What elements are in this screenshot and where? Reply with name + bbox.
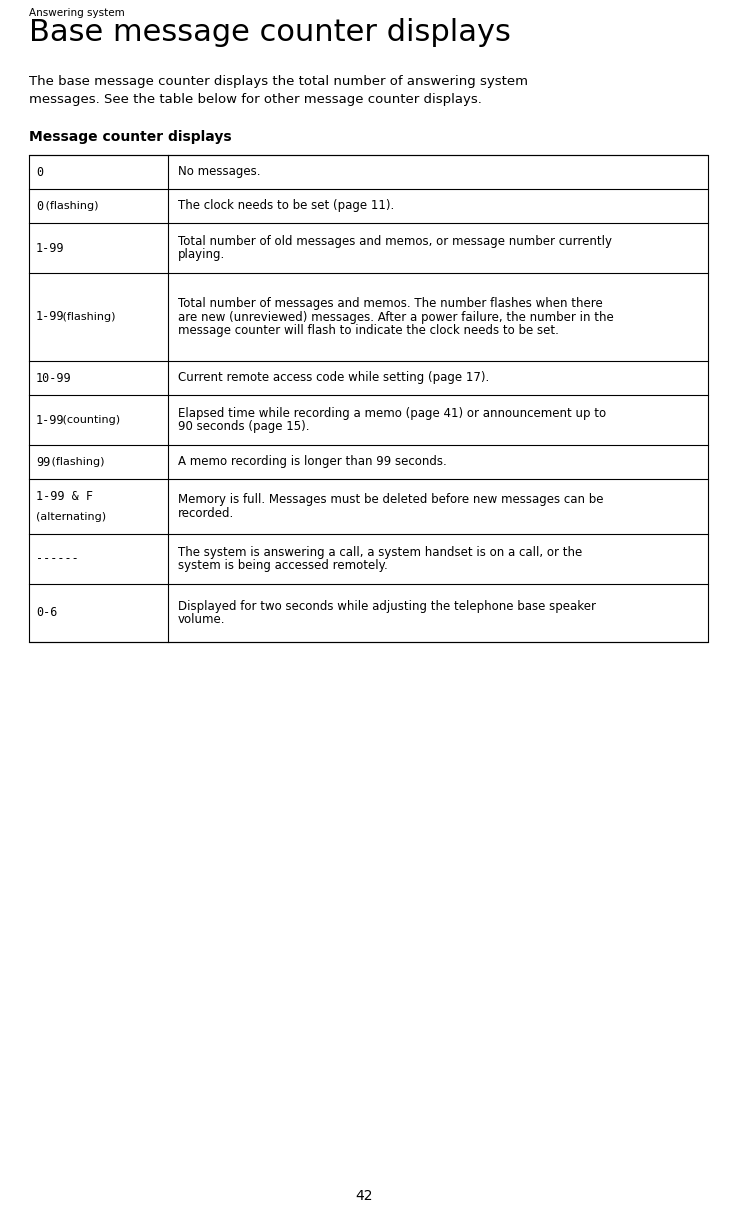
Text: (counting): (counting) (59, 414, 120, 425)
Text: 90 seconds (page 15).: 90 seconds (page 15). (178, 421, 310, 433)
Text: (flashing): (flashing) (59, 311, 116, 322)
Text: A memo recording is longer than 99 seconds.: A memo recording is longer than 99 secon… (178, 456, 447, 468)
Text: 10-99: 10-99 (36, 371, 71, 385)
Text: (flashing): (flashing) (47, 457, 104, 467)
Text: Message counter displays: Message counter displays (29, 130, 232, 143)
Text: 1-99: 1-99 (36, 242, 64, 255)
Text: 0: 0 (36, 166, 43, 179)
Text: Total number of old messages and memos, or message number currently: Total number of old messages and memos, … (178, 234, 612, 248)
Text: Total number of messages and memos. The number flashes when there: Total number of messages and memos. The … (178, 297, 603, 310)
Text: (alternating): (alternating) (36, 511, 106, 521)
Text: recorded.: recorded. (178, 506, 234, 520)
Text: The base message counter displays the total number of answering system
messages.: The base message counter displays the to… (29, 75, 528, 105)
Text: 0: 0 (36, 200, 43, 212)
Text: playing.: playing. (178, 248, 225, 261)
Text: Base message counter displays: Base message counter displays (29, 18, 511, 47)
Text: 0-6: 0-6 (36, 607, 58, 619)
Text: 99: 99 (36, 456, 50, 468)
Text: The system is answering a call, a system handset is on a call, or the: The system is answering a call, a system… (178, 546, 582, 559)
Text: 1-99: 1-99 (36, 310, 64, 324)
Text: ------: ------ (36, 553, 79, 565)
Text: system is being accessed remotely.: system is being accessed remotely. (178, 559, 388, 573)
Bar (29, 154, 708, 642)
Text: 42: 42 (356, 1189, 373, 1203)
Text: 1-99: 1-99 (36, 413, 64, 427)
Text: volume.: volume. (178, 613, 225, 626)
Text: Answering system: Answering system (29, 9, 125, 18)
Text: (flashing): (flashing) (42, 201, 98, 211)
Text: The clock needs to be set (page 11).: The clock needs to be set (page 11). (178, 200, 394, 212)
Text: Displayed for two seconds while adjusting the telephone base speaker: Displayed for two seconds while adjustin… (178, 600, 596, 613)
Text: message counter will flash to indicate the clock needs to be set.: message counter will flash to indicate t… (178, 324, 559, 337)
Text: No messages.: No messages. (178, 166, 260, 179)
Text: are new (unreviewed) messages. After a power failure, the number in the: are new (unreviewed) messages. After a p… (178, 310, 614, 324)
Text: Current remote access code while setting (page 17).: Current remote access code while setting… (178, 371, 489, 385)
Text: Memory is full. Messages must be deleted before new messages can be: Memory is full. Messages must be deleted… (178, 493, 604, 506)
Text: 1-99 & F: 1-99 & F (36, 490, 93, 503)
Text: Elapsed time while recording a memo (page 41) or announcement up to: Elapsed time while recording a memo (pag… (178, 407, 606, 419)
